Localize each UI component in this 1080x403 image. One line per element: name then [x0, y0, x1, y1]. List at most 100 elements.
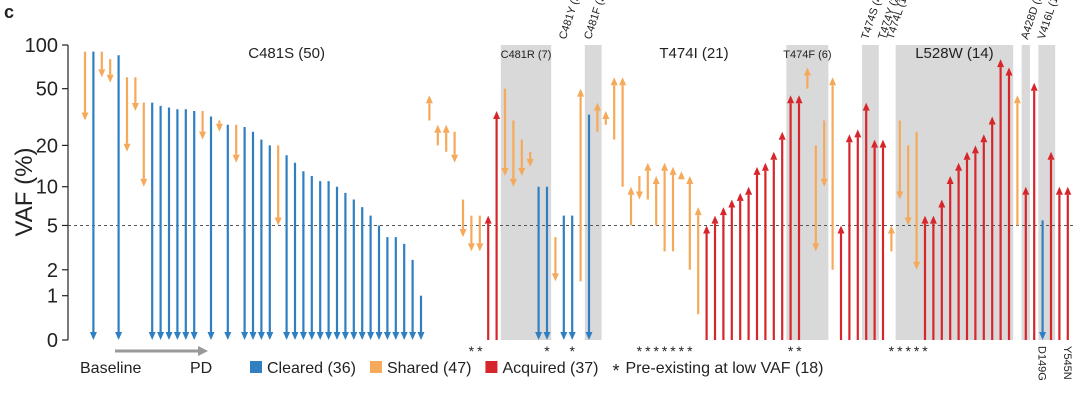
preexisting-star: *	[469, 343, 475, 359]
arrow-head	[753, 166, 761, 175]
group-shade	[862, 45, 879, 340]
arrow-head	[980, 134, 988, 143]
arrow-head	[123, 143, 131, 152]
baseline-label: Baseline	[80, 360, 141, 377]
legend-label: Shared (47)	[387, 360, 472, 377]
arrow-head	[291, 332, 299, 340]
arrow-head	[1030, 82, 1038, 91]
arrow-head	[459, 229, 467, 238]
arrow-head	[266, 332, 274, 340]
arrow-head	[308, 332, 316, 340]
arrow-head	[417, 332, 425, 340]
arrow-head	[887, 225, 895, 234]
arrow-head	[442, 124, 450, 133]
arrow-head	[98, 69, 106, 78]
arrow-head	[299, 332, 307, 340]
arrow-head	[249, 332, 257, 340]
legend-swatch	[485, 361, 498, 373]
arrow-head	[585, 332, 593, 340]
arrow-head	[501, 168, 509, 177]
arrow-head	[274, 217, 282, 226]
preexisting-star: *	[569, 343, 575, 359]
arrow-head	[1064, 186, 1072, 195]
arrow-head	[1005, 67, 1013, 76]
arrow-head	[627, 186, 635, 195]
arrow-head	[526, 158, 534, 167]
arrow-head	[81, 112, 89, 121]
arrow-head	[560, 332, 568, 340]
group-label: C481F (3)	[582, 0, 609, 41]
arrow-head	[946, 176, 954, 185]
group-shade	[895, 45, 1014, 340]
preexisting-star: *	[889, 343, 895, 359]
pd-label: PD	[190, 360, 212, 377]
legend-label: Pre-existing at low VAF (18)	[625, 360, 823, 377]
arrow-head	[787, 95, 795, 104]
legend-label: Cleared (36)	[267, 360, 356, 377]
arrow-head	[190, 332, 198, 340]
y-tick-label: 0	[47, 330, 58, 352]
arrow-head	[1022, 186, 1030, 195]
arrow-head	[703, 225, 711, 234]
group-shade	[786, 45, 829, 340]
arrow-head	[602, 110, 610, 119]
group-shade	[500, 45, 552, 340]
preexisting-star: *	[687, 343, 693, 359]
arrow-head	[115, 332, 123, 340]
arrow-head	[610, 77, 618, 86]
legend-swatch	[369, 361, 382, 373]
arrow-head	[400, 332, 408, 340]
arrow-head	[467, 243, 475, 252]
arrow-head	[929, 215, 937, 224]
preexisting-star: *	[796, 343, 802, 359]
preexisting-star: *	[477, 343, 483, 359]
arrow-head	[333, 332, 341, 340]
arrow-head	[862, 102, 870, 111]
arrow-head	[896, 191, 904, 200]
arrow-head	[854, 129, 862, 138]
arrow-head	[551, 273, 559, 282]
y-tick-label: 2	[47, 260, 58, 282]
arrow-head	[131, 102, 139, 111]
arrow-head	[661, 162, 669, 171]
group-label: C481S (50)	[248, 45, 325, 62]
arrow-head	[140, 178, 148, 187]
preexisting-star: *	[897, 343, 903, 359]
arrow-head	[761, 162, 769, 171]
arrow-head	[686, 176, 694, 185]
arrow-head	[425, 95, 433, 104]
arrow-head	[913, 261, 921, 270]
arrow-head	[1013, 95, 1021, 104]
arrow-head	[257, 332, 265, 340]
arrow-head	[871, 139, 879, 148]
arrow-head	[619, 77, 627, 86]
arrow-head	[719, 207, 727, 216]
preexisting-star: *	[922, 343, 928, 359]
arrow-head	[1039, 332, 1047, 340]
arrow-head	[148, 332, 156, 340]
preexisting-star: *	[662, 343, 668, 359]
preexisting-star: *	[679, 343, 685, 359]
arrow-head	[165, 332, 173, 340]
arrow-head	[434, 124, 442, 133]
group-label: C481R (7)	[501, 49, 552, 61]
arrow-head	[367, 332, 375, 340]
panel-letter: c	[4, 2, 14, 22]
arrow-head	[921, 215, 929, 224]
arrow-head	[232, 154, 240, 163]
preexisting-star: *	[905, 343, 911, 359]
arrow-head	[1055, 186, 1063, 195]
arrow-head	[820, 178, 828, 187]
legend-star: *	[612, 361, 619, 381]
preexisting-star: *	[670, 343, 676, 359]
arrow-head	[106, 74, 114, 83]
arrow-head	[803, 67, 811, 76]
preexisting-star: *	[653, 343, 659, 359]
group-shade	[1038, 45, 1056, 340]
arrow-head	[652, 176, 660, 185]
arrow-head	[341, 332, 349, 340]
arrow-head	[845, 134, 853, 143]
arrow-head	[375, 332, 383, 340]
arrow-head	[635, 191, 643, 200]
